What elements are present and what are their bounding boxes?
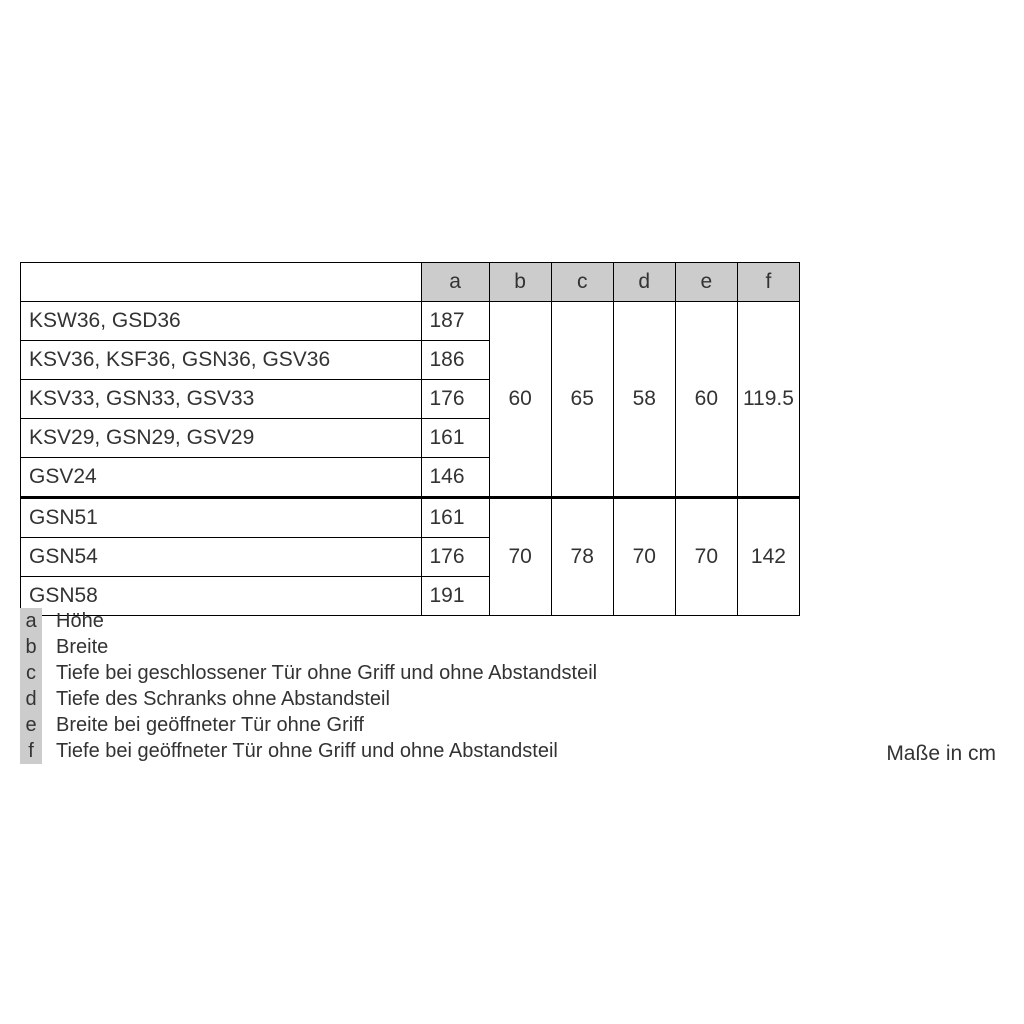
table-header-row: a b c d e f — [21, 263, 800, 302]
model-cell: KSV33, GSN33, GSV33 — [21, 380, 422, 419]
legend-desc: Tiefe bei geöffneter Tür ohne Griff und … — [56, 738, 597, 764]
legend-key: f — [20, 738, 42, 764]
a-cell: 146 — [421, 458, 489, 498]
a-cell: 176 — [421, 538, 489, 577]
legend-row: a Höhe — [20, 608, 597, 634]
legend-desc: Breite bei geöffneter Tür ohne Griff — [56, 712, 597, 738]
header-a: a — [421, 263, 489, 302]
model-cell: KSV36, KSF36, GSN36, GSV36 — [21, 341, 422, 380]
header-b: b — [489, 263, 551, 302]
units-label: Maße in cm — [886, 742, 996, 766]
a-cell: 161 — [421, 419, 489, 458]
legend-row: c Tiefe bei geschlossener Tür ohne Griff… — [20, 660, 597, 686]
model-cell: KSV29, GSN29, GSV29 — [21, 419, 422, 458]
model-cell: GSV24 — [21, 458, 422, 498]
d-cell: 58 — [613, 302, 675, 498]
e-cell: 70 — [675, 498, 737, 616]
e-cell: 60 — [675, 302, 737, 498]
dimensions-table-wrap: a b c d e f KSW36, GSD36 187 60 65 58 60… — [20, 262, 800, 616]
legend-row: f Tiefe bei geöffneter Tür ohne Griff un… — [20, 738, 597, 764]
model-cell: KSW36, GSD36 — [21, 302, 422, 341]
legend-key: b — [20, 634, 42, 660]
a-cell: 176 — [421, 380, 489, 419]
c-cell: 65 — [551, 302, 613, 498]
legend-desc: Breite — [56, 634, 597, 660]
header-blank — [21, 263, 422, 302]
legend-key: c — [20, 660, 42, 686]
page: a b c d e f KSW36, GSD36 187 60 65 58 60… — [0, 0, 1024, 1024]
legend-row: b Breite — [20, 634, 597, 660]
legend-row: d Tiefe des Schranks ohne Abstandsteil — [20, 686, 597, 712]
table-row: GSN51 161 70 78 70 70 142 — [21, 498, 800, 538]
d-cell: 70 — [613, 498, 675, 616]
b-cell: 70 — [489, 498, 551, 616]
a-cell: 186 — [421, 341, 489, 380]
header-e: e — [675, 263, 737, 302]
header-c: c — [551, 263, 613, 302]
legend-desc: Tiefe des Schranks ohne Abstandsteil — [56, 686, 597, 712]
legend-desc: Höhe — [56, 608, 597, 634]
legend-key: e — [20, 712, 42, 738]
header-d: d — [613, 263, 675, 302]
legend-desc: Tiefe bei geschlossener Tür ohne Griff u… — [56, 660, 597, 686]
f-cell: 142 — [737, 498, 799, 616]
c-cell: 78 — [551, 498, 613, 616]
a-cell: 187 — [421, 302, 489, 341]
legend-key: d — [20, 686, 42, 712]
table-row: KSW36, GSD36 187 60 65 58 60 119.5 — [21, 302, 800, 341]
b-cell: 60 — [489, 302, 551, 498]
model-cell: GSN51 — [21, 498, 422, 538]
model-cell: GSN54 — [21, 538, 422, 577]
dimensions-table: a b c d e f KSW36, GSD36 187 60 65 58 60… — [20, 262, 800, 616]
a-cell: 161 — [421, 498, 489, 538]
legend-key: a — [20, 608, 42, 634]
legend-row: e Breite bei geöffneter Tür ohne Griff — [20, 712, 597, 738]
legend: a Höhe b Breite c Tiefe bei geschlossene… — [20, 608, 597, 764]
f-cell: 119.5 — [737, 302, 799, 498]
header-f: f — [737, 263, 799, 302]
